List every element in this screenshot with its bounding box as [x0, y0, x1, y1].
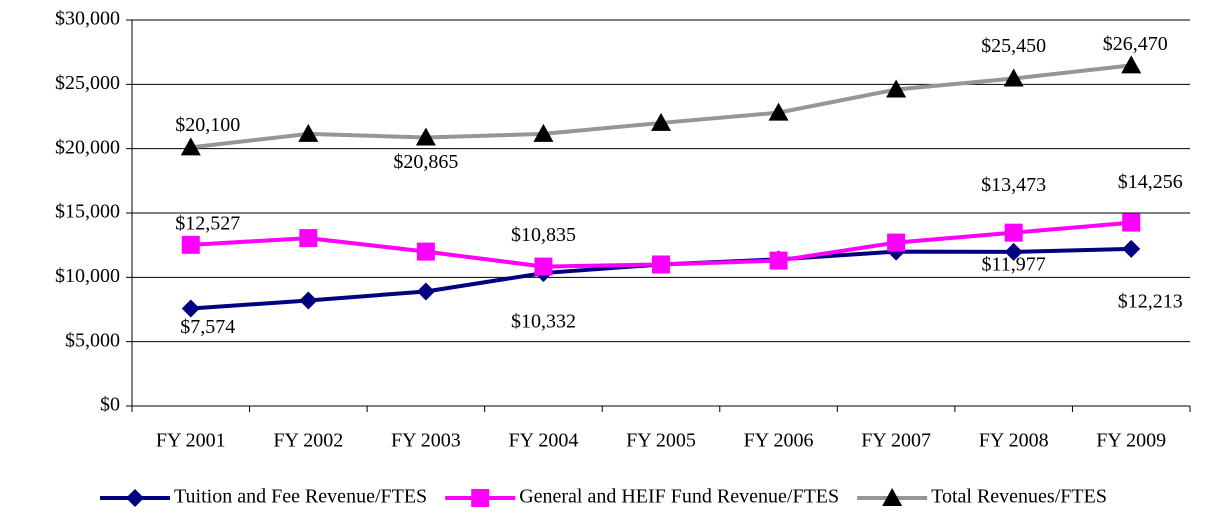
legend-marker — [471, 489, 490, 507]
data-label: $11,977 — [982, 253, 1046, 275]
data-label: $26,470 — [1103, 33, 1168, 55]
x-tick-label: FY 2009 — [1096, 430, 1166, 452]
x-tick-label: FY 2008 — [979, 430, 1049, 452]
data-label: $20,865 — [393, 151, 458, 173]
data-point — [416, 242, 435, 261]
legend-marker — [882, 488, 903, 506]
y-tick-label: $25,000 — [55, 72, 120, 94]
data-point — [298, 123, 319, 142]
y-tick-label: $20,000 — [55, 136, 120, 158]
data-point — [299, 291, 318, 310]
data-point — [769, 251, 788, 270]
legend-label: Tuition and Fee Revenue/FTES — [174, 486, 427, 508]
x-tick-label: FY 2001 — [156, 430, 226, 452]
y-tick-label: $5,000 — [65, 329, 120, 351]
data-label: $14,256 — [1118, 171, 1183, 193]
legend-marker — [126, 489, 145, 507]
data-label: $20,100 — [175, 114, 240, 136]
y-tick-label: $30,000 — [55, 8, 120, 30]
series-line — [190, 63, 1132, 150]
data-label: $10,835 — [511, 224, 576, 246]
data-point — [181, 299, 200, 318]
data-point — [1003, 68, 1024, 87]
data-point — [652, 255, 670, 274]
y-tick-label: $10,000 — [55, 265, 120, 287]
data-point — [651, 112, 671, 131]
y-tick-label: $15,000 — [55, 201, 120, 223]
data-point — [533, 123, 554, 142]
data-point — [181, 235, 200, 254]
data-point — [1004, 242, 1023, 261]
x-tick-label: FY 2007 — [861, 430, 931, 452]
data-point — [180, 137, 201, 156]
x-tick-label: FY 2006 — [744, 430, 814, 452]
data-point — [534, 257, 553, 276]
legend-label: General and HEIF Fund Revenue/FTES — [519, 486, 839, 508]
data-label: $12,213 — [1118, 290, 1183, 312]
data-point — [1121, 55, 1142, 74]
data-point — [415, 127, 436, 146]
y-tick-label: $0 — [100, 394, 120, 416]
x-tick-label: FY 2002 — [273, 430, 343, 452]
data-label: $25,450 — [981, 35, 1046, 57]
legend-label: Total Revenues/FTES — [931, 486, 1107, 508]
data-point — [299, 229, 318, 248]
data-point — [768, 102, 789, 121]
data-point — [887, 233, 906, 252]
x-tick-label: FY 2003 — [391, 430, 461, 452]
data-point — [416, 282, 435, 301]
x-tick-label: FY 2004 — [509, 430, 579, 452]
data-point — [1122, 239, 1141, 258]
data-point — [886, 79, 907, 98]
x-tick-label: FY 2005 — [626, 430, 696, 452]
data-label: $10,332 — [511, 311, 576, 333]
data-label: $13,473 — [981, 174, 1046, 196]
data-label: $7,574 — [180, 316, 235, 338]
data-point — [1004, 223, 1023, 242]
data-point — [1122, 213, 1141, 232]
data-label: $12,527 — [175, 212, 240, 234]
